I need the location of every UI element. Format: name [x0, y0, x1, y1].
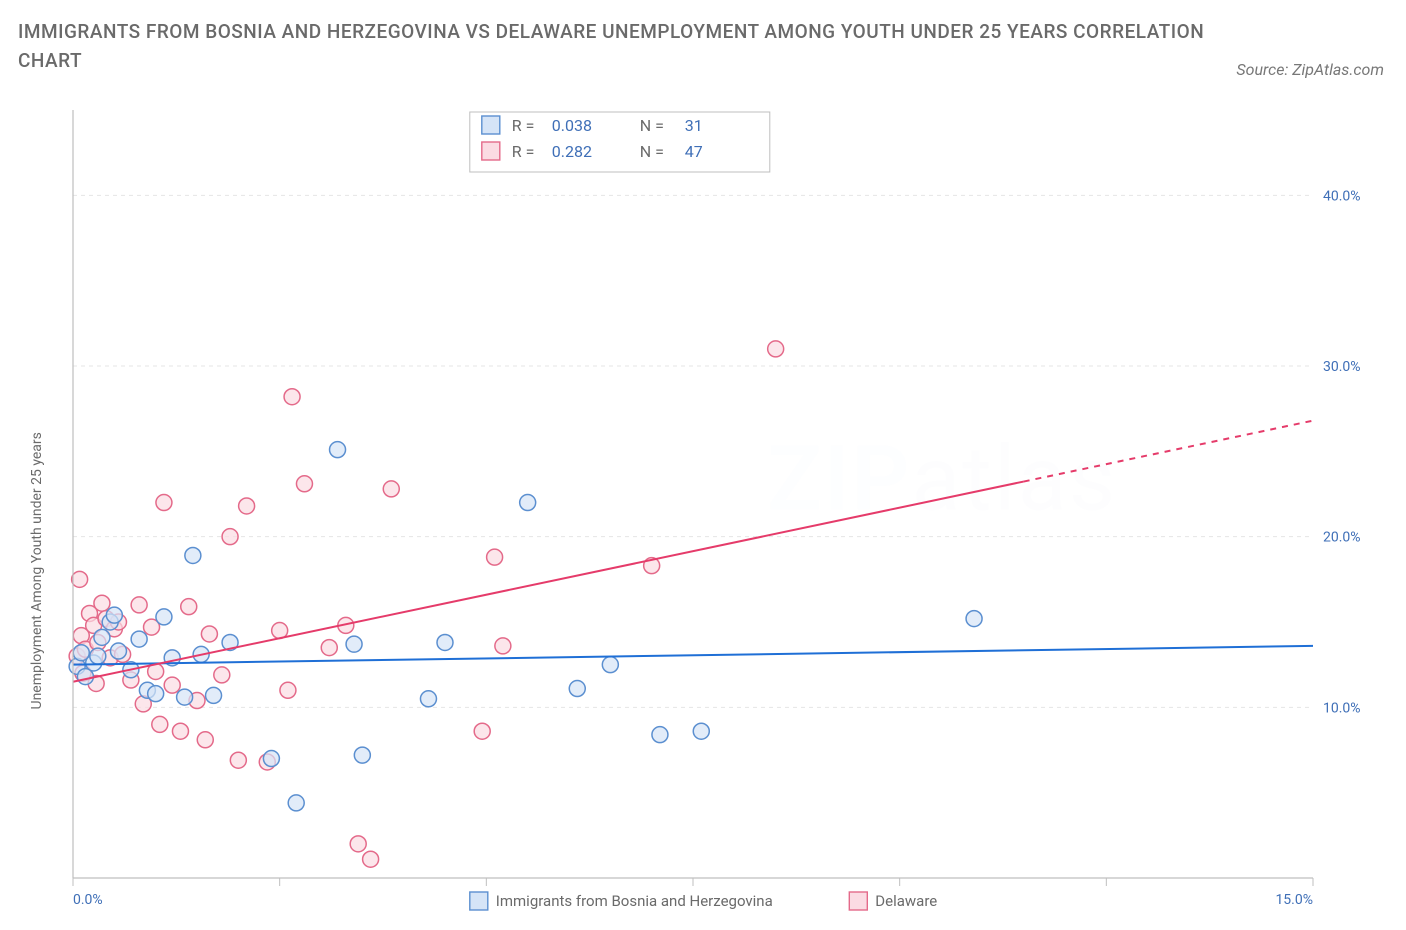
chart-title: IMMIGRANTS FROM BOSNIA AND HERZEGOVINA V… [18, 18, 1206, 75]
blue-point [263, 751, 279, 767]
pink-point [383, 481, 399, 497]
blue-legend-label: Immigrants from Bosnia and Herzegovina [496, 892, 773, 910]
pink-point [363, 851, 379, 867]
blue-point [693, 723, 709, 739]
pink-point [201, 626, 217, 642]
stats-n-label: N = [640, 116, 664, 135]
y-tick-label: 10.0% [1323, 700, 1361, 716]
blue-point [346, 636, 362, 652]
x-tick-label: 0.0% [73, 892, 103, 908]
pink-swatch [482, 142, 500, 160]
svg-text:ZIPatlas: ZIPatlas [767, 426, 1117, 531]
y-tick-label: 30.0% [1323, 359, 1361, 375]
pink-point [72, 571, 88, 587]
blue-point [288, 795, 304, 811]
stats-r-label: R = [512, 116, 535, 135]
blue-point [185, 547, 201, 563]
blue-point [420, 691, 436, 707]
blue-point [156, 609, 172, 625]
pink-point [280, 682, 296, 698]
blue-point [206, 687, 222, 703]
blue-point [148, 686, 164, 702]
blue-regression-line [73, 646, 1313, 665]
y-axis-label: Unemployment Among Youth under 25 years [29, 432, 45, 709]
pink-point [296, 476, 312, 492]
stats-r-label: R = [512, 142, 535, 161]
blue-point [131, 631, 147, 647]
blue-point [354, 747, 370, 763]
pink-point [131, 597, 147, 613]
pink-point [94, 595, 110, 611]
blue-point [652, 727, 668, 743]
blue-point [569, 681, 585, 697]
blue-point [177, 689, 193, 705]
y-tick-label: 40.0% [1323, 188, 1361, 204]
pink-point [222, 529, 238, 545]
pink-r-value: 0.282 [552, 142, 592, 161]
stats-n-label: N = [640, 142, 664, 161]
pink-point [487, 549, 503, 565]
pink-point [197, 732, 213, 748]
blue-point [106, 607, 122, 623]
pink-legend-label: Delaware [875, 892, 937, 910]
blue-swatch [482, 116, 500, 134]
blue-n-value: 31 [685, 116, 703, 135]
pink-point [172, 723, 188, 739]
pink-point [284, 389, 300, 405]
pink-point [230, 752, 246, 768]
pink-point [321, 640, 337, 656]
x-tick-label: 15.0% [1275, 892, 1313, 908]
blue-point [437, 634, 453, 650]
pink-point [350, 836, 366, 852]
source-label: Source: ZipAtlas.com [1236, 60, 1384, 79]
blue-point [90, 648, 106, 664]
pink-n-value: 47 [685, 142, 703, 161]
blue-point [94, 629, 110, 645]
pink-point [214, 667, 230, 683]
blue-point [520, 495, 536, 511]
blue-r-value: 0.038 [552, 116, 592, 135]
pink-point [239, 498, 255, 514]
pink-point [495, 638, 511, 654]
blue-point [966, 611, 982, 627]
pink-point [152, 716, 168, 732]
pink-point [181, 599, 197, 615]
chart-container: ZIPatlas 0.0% 15.0% 10.0% 20.0% 30.0% 40.0% Une… [18, 100, 1388, 918]
pink-point [768, 341, 784, 357]
blue-legend-swatch [470, 892, 488, 910]
pink-point [164, 677, 180, 693]
pink-point [474, 723, 490, 739]
y-tick-label: 20.0% [1323, 530, 1361, 546]
blue-point [110, 643, 126, 659]
blue-point [602, 657, 618, 673]
correlation-chart: ZIPatlas 0.0% 15.0% 10.0% 20.0% 30.0% 40.0% Une… [18, 100, 1388, 918]
pink-point [156, 495, 172, 511]
pink-legend-swatch [849, 892, 867, 910]
blue-point [330, 442, 346, 458]
